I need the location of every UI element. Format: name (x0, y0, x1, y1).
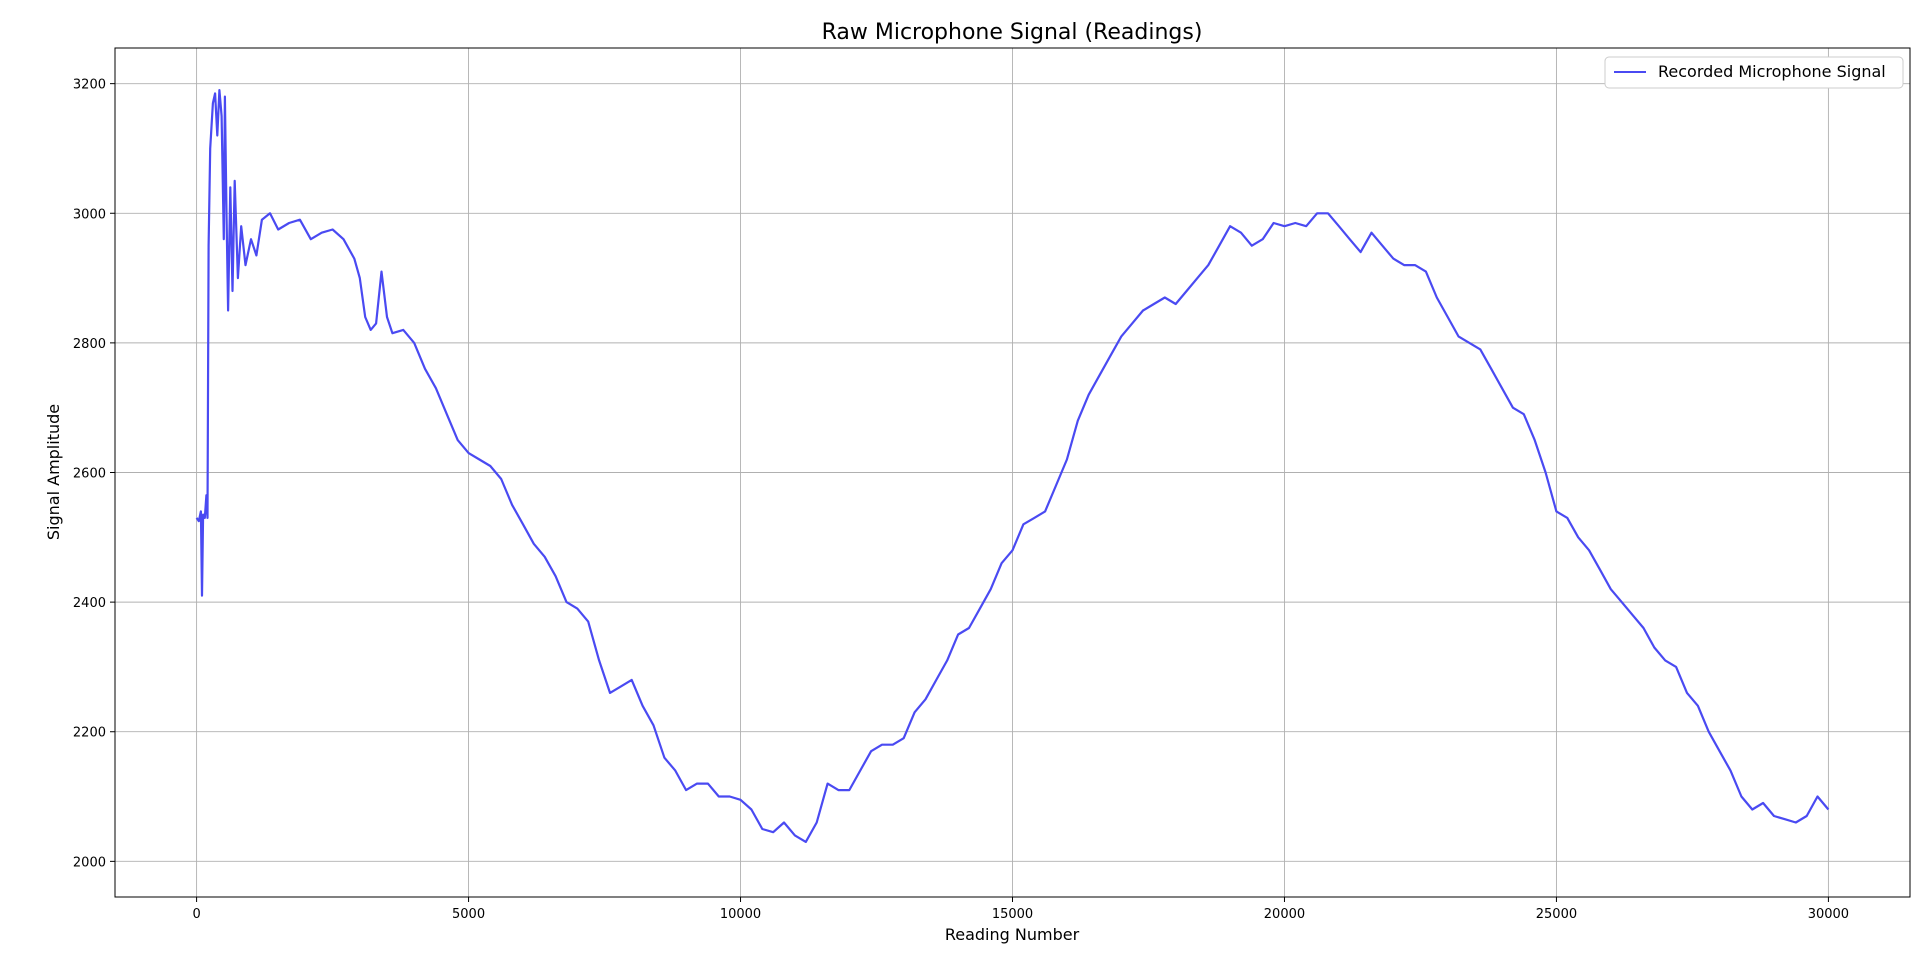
chart-title: Raw Microphone Signal (Readings) (822, 20, 1203, 45)
x-axis: 0 5000 10000 15000 20000 25000 30000 (192, 897, 1849, 922)
x-tick-label: 15000 (992, 907, 1033, 922)
x-tick-label: 30000 (1808, 907, 1849, 922)
y-axis: 2000 2200 2400 2600 2800 3000 3200 (73, 78, 115, 870)
gridlines (115, 48, 1910, 897)
x-tick-label: 5000 (452, 907, 485, 922)
y-tick-label: 2800 (73, 337, 106, 352)
legend: Recorded Microphone Signal (1604, 56, 1904, 89)
y-tick-label: 2400 (73, 596, 106, 611)
x-tick-label: 0 (192, 907, 200, 922)
y-tick-label: 3200 (73, 78, 106, 93)
series-line-recorded-microphone-signal (195, 89, 1830, 843)
x-tick-label: 25000 (1536, 907, 1577, 922)
y-tick-label: 2200 (73, 726, 106, 741)
y-axis-label: Signal Amplitude (44, 404, 63, 540)
legend-label: Recorded Microphone Signal (1658, 62, 1886, 81)
y-tick-label: 3000 (73, 207, 106, 222)
legend-box (1604, 56, 1904, 89)
y-tick-label: 2600 (73, 467, 106, 482)
x-tick-label: 20000 (1264, 907, 1305, 922)
series-layer (195, 89, 1830, 843)
y-tick-label: 2000 (73, 855, 106, 870)
x-axis-label: Reading Number (945, 925, 1080, 944)
x-tick-label: 10000 (720, 907, 761, 922)
